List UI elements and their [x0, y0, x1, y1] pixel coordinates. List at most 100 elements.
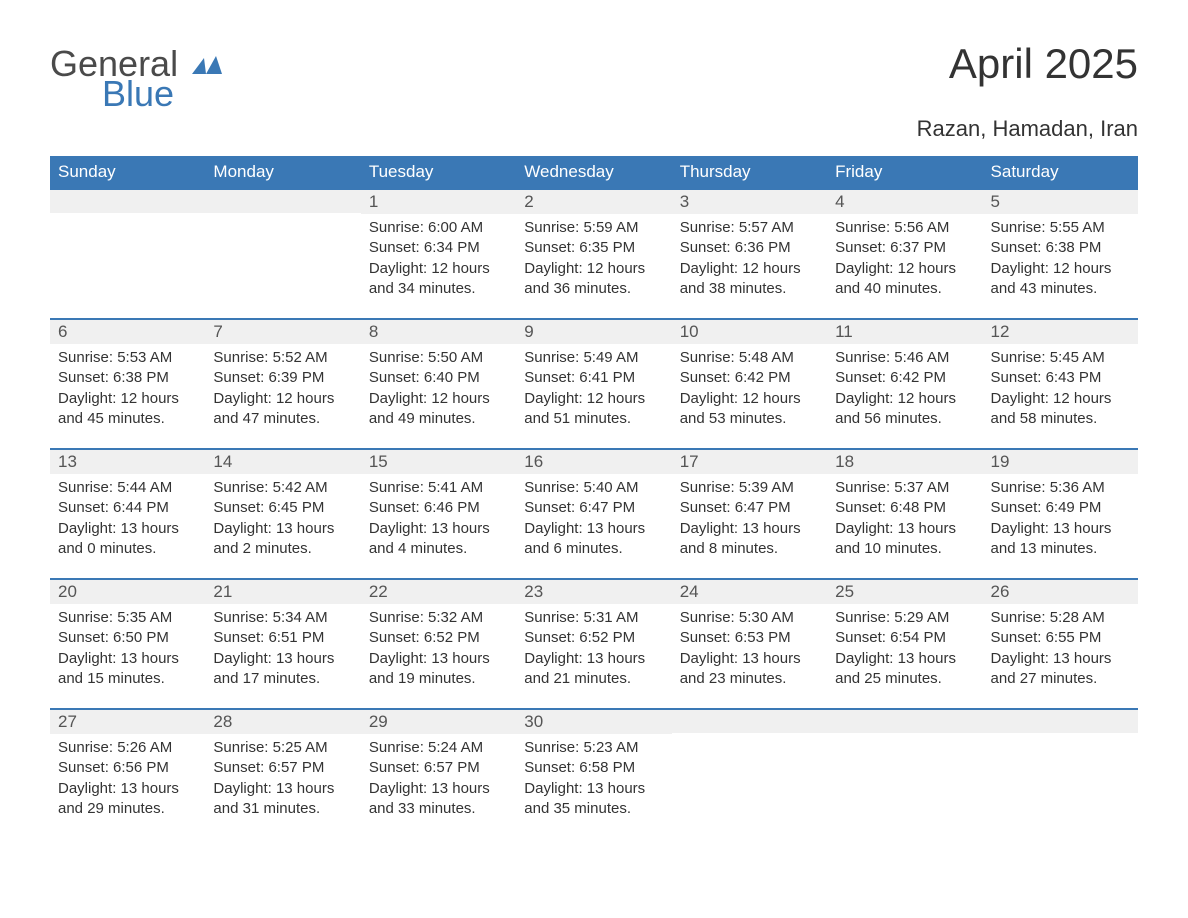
calendar-day-cell: 7Sunrise: 5:52 AMSunset: 6:39 PMDaylight… [205, 318, 360, 448]
day-number-empty [672, 708, 827, 733]
sunset-line: Sunset: 6:35 PM [524, 238, 663, 258]
day-details: Sunrise: 5:52 AMSunset: 6:39 PMDaylight:… [205, 344, 360, 437]
day-number: 21 [205, 578, 360, 604]
day-number: 20 [50, 578, 205, 604]
day-number: 14 [205, 448, 360, 474]
day-number: 24 [672, 578, 827, 604]
day-number: 2 [516, 188, 671, 214]
sunrise-line: Sunrise: 5:31 AM [524, 608, 663, 628]
day-details: Sunrise: 5:40 AMSunset: 6:47 PMDaylight:… [516, 474, 671, 567]
calendar-day-cell: 12Sunrise: 5:45 AMSunset: 6:43 PMDayligh… [983, 318, 1138, 448]
calendar-day-cell: 11Sunrise: 5:46 AMSunset: 6:42 PMDayligh… [827, 318, 982, 448]
sunrise-line: Sunrise: 5:34 AM [213, 608, 352, 628]
daylight-line: Daylight: 12 hours and 51 minutes. [524, 389, 663, 430]
daylight-line: Daylight: 13 hours and 35 minutes. [524, 779, 663, 820]
calendar-day-cell: 28Sunrise: 5:25 AMSunset: 6:57 PMDayligh… [205, 708, 360, 838]
day-number: 9 [516, 318, 671, 344]
day-number: 30 [516, 708, 671, 734]
sunset-line: Sunset: 6:41 PM [524, 368, 663, 388]
day-details: Sunrise: 5:49 AMSunset: 6:41 PMDaylight:… [516, 344, 671, 437]
sunrise-line: Sunrise: 5:26 AM [58, 738, 197, 758]
day-number: 26 [983, 578, 1138, 604]
sunset-line: Sunset: 6:42 PM [680, 368, 819, 388]
sunset-line: Sunset: 6:37 PM [835, 238, 974, 258]
day-number-empty [50, 188, 205, 213]
calendar-day-cell: 20Sunrise: 5:35 AMSunset: 6:50 PMDayligh… [50, 578, 205, 708]
daylight-line: Daylight: 13 hours and 6 minutes. [524, 519, 663, 560]
weekday-header: Tuesday [361, 156, 516, 188]
sunrise-line: Sunrise: 5:28 AM [991, 608, 1130, 628]
daylight-line: Daylight: 12 hours and 56 minutes. [835, 389, 974, 430]
sunrise-line: Sunrise: 5:46 AM [835, 348, 974, 368]
day-details: Sunrise: 5:39 AMSunset: 6:47 PMDaylight:… [672, 474, 827, 567]
sunrise-line: Sunrise: 6:00 AM [369, 218, 508, 238]
day-number-empty [205, 188, 360, 213]
sunset-line: Sunset: 6:44 PM [58, 498, 197, 518]
weekday-header: Monday [205, 156, 360, 188]
day-details: Sunrise: 5:35 AMSunset: 6:50 PMDaylight:… [50, 604, 205, 697]
calendar-day-cell: 4Sunrise: 5:56 AMSunset: 6:37 PMDaylight… [827, 188, 982, 318]
day-details: Sunrise: 5:37 AMSunset: 6:48 PMDaylight:… [827, 474, 982, 567]
sunset-line: Sunset: 6:54 PM [835, 628, 974, 648]
sunrise-line: Sunrise: 5:30 AM [680, 608, 819, 628]
sunrise-line: Sunrise: 5:40 AM [524, 478, 663, 498]
day-number: 7 [205, 318, 360, 344]
calendar-day-cell: 22Sunrise: 5:32 AMSunset: 6:52 PMDayligh… [361, 578, 516, 708]
daylight-line: Daylight: 12 hours and 40 minutes. [835, 259, 974, 300]
calendar-day-cell: 8Sunrise: 5:50 AMSunset: 6:40 PMDaylight… [361, 318, 516, 448]
day-number: 28 [205, 708, 360, 734]
sunrise-line: Sunrise: 5:50 AM [369, 348, 508, 368]
day-number: 3 [672, 188, 827, 214]
sunset-line: Sunset: 6:46 PM [369, 498, 508, 518]
day-number: 18 [827, 448, 982, 474]
day-number-empty [827, 708, 982, 733]
daylight-line: Daylight: 13 hours and 23 minutes. [680, 649, 819, 690]
daylight-line: Daylight: 12 hours and 36 minutes. [524, 259, 663, 300]
day-number: 12 [983, 318, 1138, 344]
calendar-day-cell: 6Sunrise: 5:53 AMSunset: 6:38 PMDaylight… [50, 318, 205, 448]
calendar-day-cell: 19Sunrise: 5:36 AMSunset: 6:49 PMDayligh… [983, 448, 1138, 578]
day-details: Sunrise: 5:59 AMSunset: 6:35 PMDaylight:… [516, 214, 671, 307]
sunset-line: Sunset: 6:50 PM [58, 628, 197, 648]
calendar-day-cell: 5Sunrise: 5:55 AMSunset: 6:38 PMDaylight… [983, 188, 1138, 318]
weekday-header: Wednesday [516, 156, 671, 188]
sunrise-line: Sunrise: 5:45 AM [991, 348, 1130, 368]
day-details: Sunrise: 6:00 AMSunset: 6:34 PMDaylight:… [361, 214, 516, 307]
daylight-line: Daylight: 12 hours and 34 minutes. [369, 259, 508, 300]
daylight-line: Daylight: 13 hours and 4 minutes. [369, 519, 508, 560]
daylight-line: Daylight: 12 hours and 43 minutes. [991, 259, 1130, 300]
sunrise-line: Sunrise: 5:41 AM [369, 478, 508, 498]
day-number: 16 [516, 448, 671, 474]
day-number: 29 [361, 708, 516, 734]
daylight-line: Daylight: 12 hours and 38 minutes. [680, 259, 819, 300]
day-details: Sunrise: 5:44 AMSunset: 6:44 PMDaylight:… [50, 474, 205, 567]
daylight-line: Daylight: 13 hours and 8 minutes. [680, 519, 819, 560]
calendar-day-cell: 1Sunrise: 6:00 AMSunset: 6:34 PMDaylight… [361, 188, 516, 318]
sunset-line: Sunset: 6:45 PM [213, 498, 352, 518]
day-details: Sunrise: 5:31 AMSunset: 6:52 PMDaylight:… [516, 604, 671, 697]
day-number: 27 [50, 708, 205, 734]
weekday-header: Thursday [672, 156, 827, 188]
day-details: Sunrise: 5:42 AMSunset: 6:45 PMDaylight:… [205, 474, 360, 567]
day-number: 6 [50, 318, 205, 344]
day-number: 19 [983, 448, 1138, 474]
daylight-line: Daylight: 13 hours and 31 minutes. [213, 779, 352, 820]
sunrise-line: Sunrise: 5:24 AM [369, 738, 508, 758]
sunrise-line: Sunrise: 5:23 AM [524, 738, 663, 758]
sunrise-line: Sunrise: 5:52 AM [213, 348, 352, 368]
calendar-week-row: 13Sunrise: 5:44 AMSunset: 6:44 PMDayligh… [50, 448, 1138, 578]
calendar-week-row: 20Sunrise: 5:35 AMSunset: 6:50 PMDayligh… [50, 578, 1138, 708]
sunrise-line: Sunrise: 5:32 AM [369, 608, 508, 628]
daylight-line: Daylight: 13 hours and 13 minutes. [991, 519, 1130, 560]
calendar-day-cell: 25Sunrise: 5:29 AMSunset: 6:54 PMDayligh… [827, 578, 982, 708]
calendar-day-cell: 21Sunrise: 5:34 AMSunset: 6:51 PMDayligh… [205, 578, 360, 708]
sunrise-line: Sunrise: 5:36 AM [991, 478, 1130, 498]
day-details: Sunrise: 5:32 AMSunset: 6:52 PMDaylight:… [361, 604, 516, 697]
sunset-line: Sunset: 6:42 PM [835, 368, 974, 388]
logo: General Blue [50, 40, 222, 112]
sunrise-line: Sunrise: 5:49 AM [524, 348, 663, 368]
day-details: Sunrise: 5:25 AMSunset: 6:57 PMDaylight:… [205, 734, 360, 827]
sunset-line: Sunset: 6:52 PM [369, 628, 508, 648]
logo-flag-icon [192, 46, 222, 82]
calendar-day-cell: 14Sunrise: 5:42 AMSunset: 6:45 PMDayligh… [205, 448, 360, 578]
